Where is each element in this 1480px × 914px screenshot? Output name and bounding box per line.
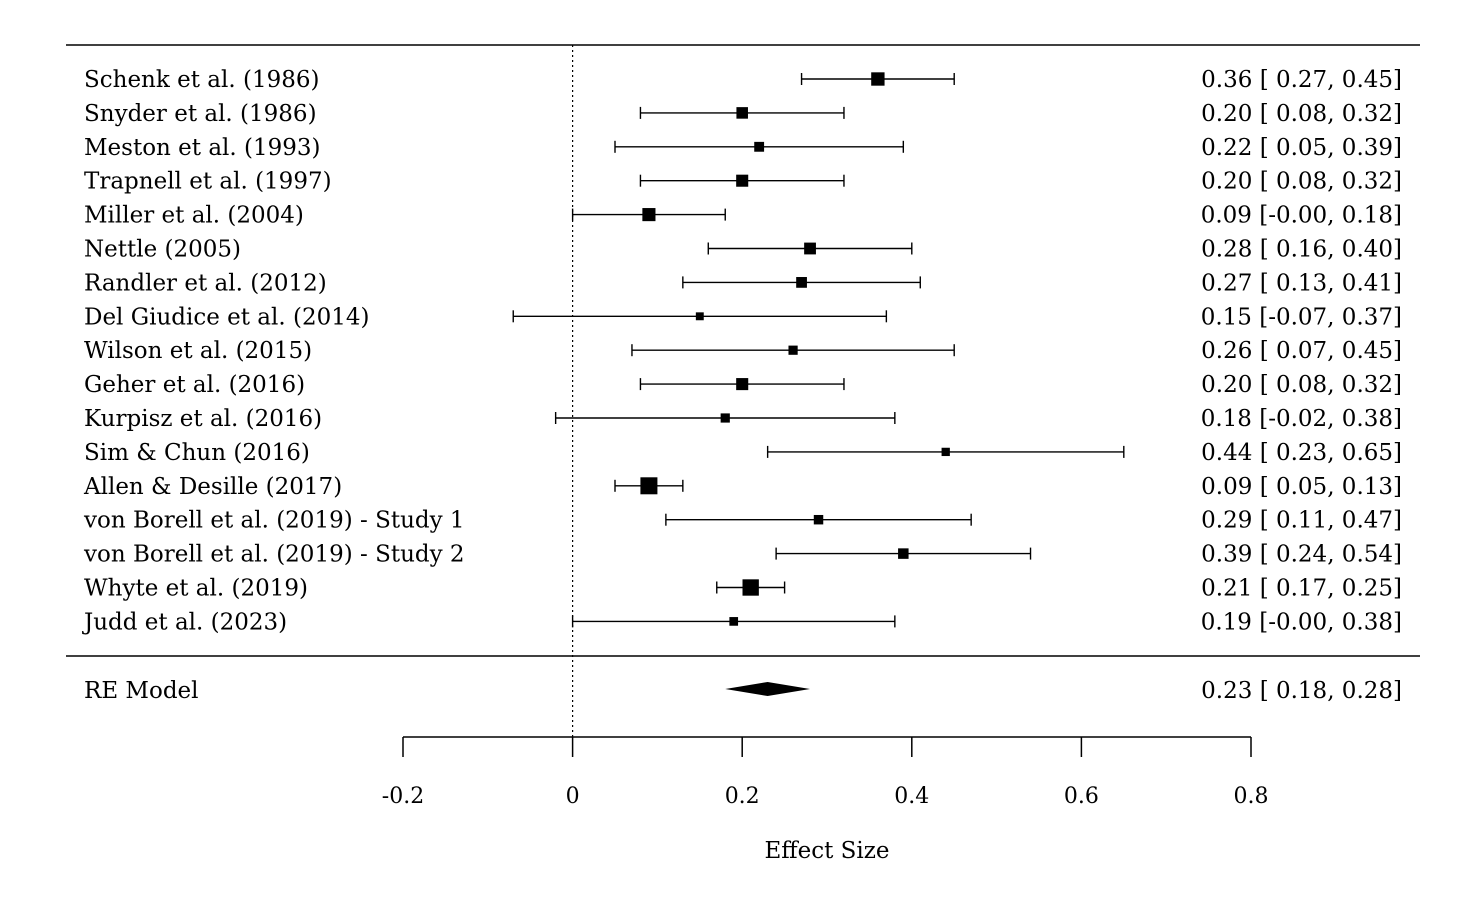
study-row: Wilson et al. (2015) 0.26 [ 0.07, 0.45] [84,338,1402,364]
study-label: Del Giudice et al. (2014) [84,304,369,330]
study-ci-text: 0.18 [-0.02, 0.38] [1201,406,1402,432]
study-ci-text: 0.22 [ 0.05, 0.39] [1201,135,1402,161]
point-estimate [754,141,765,152]
study-row: Nettle (2005) 0.28 [ 0.16, 0.40] [84,237,1402,263]
x-tick-label: 0.4 [894,784,929,809]
study-row: von Borell et al. (2019) - Study 2 0.39 [… [83,542,1402,568]
study-label: Geher et al. (2016) [84,372,305,398]
study-label: von Borell et al. (2019) - Study 2 [83,542,465,568]
point-estimate [788,345,798,355]
study-row: Del Giudice et al. (2014) 0.15 [-0.07, 0.… [84,304,1402,330]
x-axis: Effect Size -0.2 0 0.2 0.4 0.6 0.8 [382,736,1269,864]
point-estimate [736,107,748,119]
study-ci-text: 0.09 [-0.00, 0.18] [1201,203,1402,229]
study-rows: Schenk et al. (1986) 0.36 [ 0.27, 0.45] Sn… [82,67,1402,635]
summary-row: RE Model 0.23 [ 0.18, 0.28] [84,678,1402,704]
point-estimate [642,208,656,222]
summary-ci-text: 0.23 [ 0.18, 0.28] [1201,678,1402,704]
study-label: Judd et al. (2023) [82,609,287,635]
study-label: Wilson et al. (2015) [84,338,312,364]
point-estimate [898,548,909,559]
study-row: Snyder et al. (1986) 0.20 [ 0.08, 0.32] [84,101,1402,127]
study-row: Judd et al. (2023) 0.19 [-0.00, 0.38] [82,609,1402,635]
study-label: Randler et al. (2012) [84,270,327,296]
study-ci-text: 0.28 [ 0.16, 0.40] [1201,237,1402,263]
x-tick-label: 0 [566,784,580,809]
study-label: Kurpisz et al. (2016) [84,406,322,432]
study-row: Randler et al. (2012) 0.27 [ 0.13, 0.41] [84,270,1402,296]
point-estimate [871,72,885,86]
point-estimate [736,174,749,187]
summary-label: RE Model [84,678,199,704]
point-estimate [640,477,658,495]
study-label: Nettle (2005) [84,237,241,263]
point-estimate [941,447,950,457]
study-ci-text: 0.36 [ 0.27, 0.45] [1201,67,1402,93]
study-label: Sim & Chun (2016) [84,440,310,466]
study-ci-text: 0.44 [ 0.23, 0.65] [1201,440,1402,466]
point-estimate [804,242,816,255]
study-row: Miller et al. (2004) 0.09 [-0.00, 0.18] [84,203,1402,229]
study-row: Trapnell et al. (1997) 0.20 [ 0.08, 0.32] [84,169,1402,195]
x-tick-label: 0.8 [1234,784,1269,809]
study-label: Allen & Desille (2017) [83,474,342,500]
point-estimate [720,413,730,423]
summary-diamond [725,682,811,696]
point-estimate [796,277,807,288]
study-ci-text: 0.27 [ 0.13, 0.41] [1201,270,1402,296]
study-ci-text: 0.29 [ 0.11, 0.47] [1201,508,1402,534]
x-tick-label: 0.6 [1064,784,1099,809]
point-estimate [729,617,739,626]
study-row: Kurpisz et al. (2016) 0.18 [-0.02, 0.38] [84,406,1402,432]
study-ci-text: 0.20 [ 0.08, 0.32] [1201,372,1402,398]
study-row: Allen & Desille (2017) 0.09 [ 0.05, 0.13] [83,474,1402,500]
study-row: Meston et al. (1993) 0.22 [ 0.05, 0.39] [84,135,1402,161]
study-label: Trapnell et al. (1997) [84,169,332,195]
point-estimate [813,514,824,525]
x-tick-label: -0.2 [382,784,424,809]
study-label: Whyte et al. (2019) [84,576,308,602]
study-ci-text: 0.39 [ 0.24, 0.54] [1201,542,1402,568]
study-label: Meston et al. (1993) [84,135,321,161]
study-label: von Borell et al. (2019) - Study 1 [83,508,465,534]
point-estimate [742,579,759,596]
study-row: Schenk et al. (1986) 0.36 [ 0.27, 0.45] [84,67,1402,93]
study-label: Miller et al. (2004) [84,203,304,229]
study-ci-text: 0.20 [ 0.08, 0.32] [1201,169,1402,195]
study-row: von Borell et al. (2019) - Study 1 0.29 [… [83,508,1402,534]
point-estimate [736,378,749,391]
study-row: Whyte et al. (2019) 0.21 [ 0.17, 0.25] [84,576,1402,602]
x-tick-label: 0.2 [725,784,760,809]
study-label: Snyder et al. (1986) [84,101,317,127]
study-ci-text: 0.09 [ 0.05, 0.13] [1201,474,1402,500]
study-ci-text: 0.19 [-0.00, 0.38] [1201,609,1402,635]
study-ci-text: 0.15 [-0.07, 0.37] [1201,304,1402,330]
point-estimate [695,312,704,321]
study-label: Schenk et al. (1986) [84,67,319,93]
study-row: Sim & Chun (2016) 0.44 [ 0.23, 0.65] [84,440,1402,466]
study-ci-text: 0.20 [ 0.08, 0.32] [1201,101,1402,127]
x-axis-title: Effect Size [764,838,889,864]
study-ci-text: 0.21 [ 0.17, 0.25] [1201,576,1402,602]
study-row: Geher et al. (2016) 0.20 [ 0.08, 0.32] [84,372,1402,398]
study-ci-text: 0.26 [ 0.07, 0.45] [1201,338,1402,364]
